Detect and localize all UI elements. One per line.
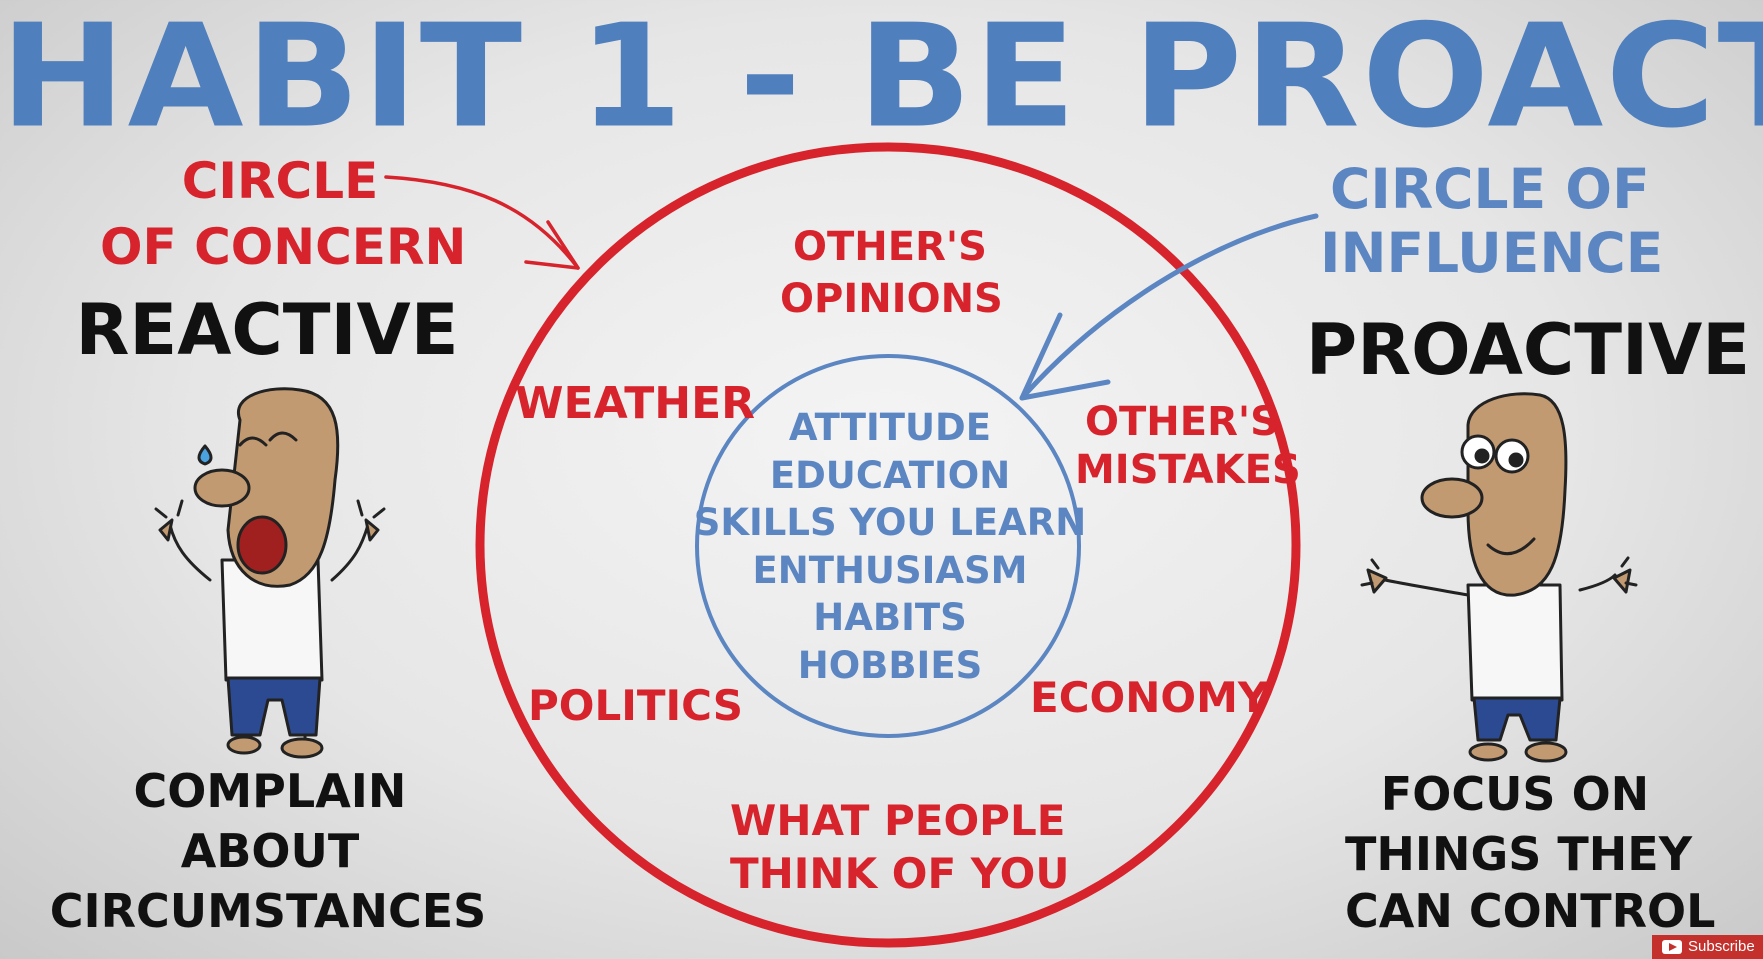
circle-of-concern-label-line2: OF CONCERN [100,218,467,276]
proactive-caption-line3: CAN CONTROL [1345,884,1716,938]
page-title: HABIT 1 - BE PROACTIVE [0,0,1763,160]
others-mistakes-line2: MISTAKES [1075,447,1301,493]
inner-item-enthusiasm: ENTHUSIASM [752,548,1028,592]
reactive-heading: REACTIVE [75,289,459,371]
inner-item-hobbies: HOBBIES [797,643,983,687]
reactive-character [154,387,386,759]
circle-of-influence-label-line1: CIRCLE OF [1330,157,1650,221]
circle-of-concern-label-line1: CIRCLE [181,152,379,210]
inner-item-education: EDUCATION [769,453,1011,497]
proactive-heading: PROACTIVE [1305,309,1751,391]
reactive-caption-line3: CIRCUMSTANCES [49,884,487,938]
influence-arrow [1019,213,1319,401]
reactive-caption-line2: ABOUT [180,824,360,878]
circle-of-influence-items: ATTITUDE EDUCATION SKILLS YOU LEARN ENTH… [690,404,1090,689]
reactive-caption-line1: COMPLAIN [133,764,407,818]
others-mistakes-line1: OTHER'S [1085,399,1279,445]
subscribe-label: Subscribe [1688,938,1755,955]
politics-label: POLITICS [528,681,744,730]
economy-label: ECONOMY [1030,673,1269,722]
circle-of-influence-label-line2: INFLUENCE [1320,221,1664,285]
others-opinions-line2: OPINIONS [780,276,1003,322]
what-people-think-line2: THINK OF YOU [730,849,1070,898]
proactive-caption-line2: THINGS THEY [1345,827,1692,881]
subscribe-button[interactable]: Subscribe [1652,935,1763,959]
inner-item-habits: HABITS [813,596,967,639]
youtube-play-icon [1662,940,1682,954]
concern-arrow [384,175,580,270]
proactive-caption-line1: FOCUS ON [1380,767,1650,821]
circle-of-concern [475,142,1301,948]
others-opinions-line1: OTHER'S [793,224,987,270]
weather-label: WEATHER [515,378,756,429]
what-people-think-line1: WHAT PEOPLE [730,796,1066,845]
inner-item-attitude: ATTITUDE [788,406,992,449]
circle-of-influence [695,354,1081,738]
inner-item-skills: SKILLS YOU LEARN [693,501,1087,544]
proactive-character [1360,392,1638,763]
